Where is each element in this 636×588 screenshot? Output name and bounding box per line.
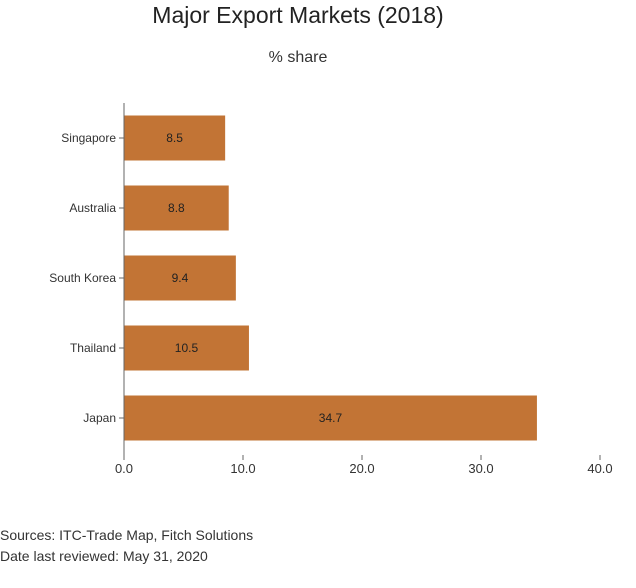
bar-australia — [124, 185, 229, 231]
y-tick-label-japan: Japan — [83, 411, 116, 425]
y-tick-label-singapore: Singapore — [61, 131, 116, 145]
x-tick-label-4: 40.0 — [587, 461, 612, 476]
bar-south-korea — [124, 255, 236, 301]
chart-title: Major Export Markets (2018) — [152, 2, 444, 28]
bar-japan — [124, 395, 537, 441]
x-tick-label-2: 20.0 — [349, 461, 374, 476]
data-label-singapore: 8.5 — [166, 131, 183, 145]
data-label-thailand: 10.5 — [175, 341, 199, 355]
y-tick-label-australia: Australia — [69, 201, 116, 215]
x-tick-label-3: 30.0 — [468, 461, 493, 476]
source-note: Sources: ITC-Trade Map, Fitch Solutions — [0, 527, 254, 543]
data-label-south-korea: 9.4 — [172, 271, 189, 285]
bar-singapore — [124, 115, 226, 161]
y-tick-label-thailand: Thailand — [70, 341, 116, 355]
x-tick-label-1: 10.0 — [230, 461, 255, 476]
x-tick-label-0: 0.0 — [115, 461, 133, 476]
y-tick-label-south-korea: South Korea — [49, 271, 116, 285]
data-label-australia: 8.8 — [168, 201, 185, 215]
data-label-japan: 34.7 — [319, 411, 343, 425]
bar-thailand — [124, 325, 249, 371]
chart-subtitle: % share — [268, 49, 328, 66]
date-reviewed-note: Date last reviewed: May 31, 2020 — [0, 548, 208, 564]
